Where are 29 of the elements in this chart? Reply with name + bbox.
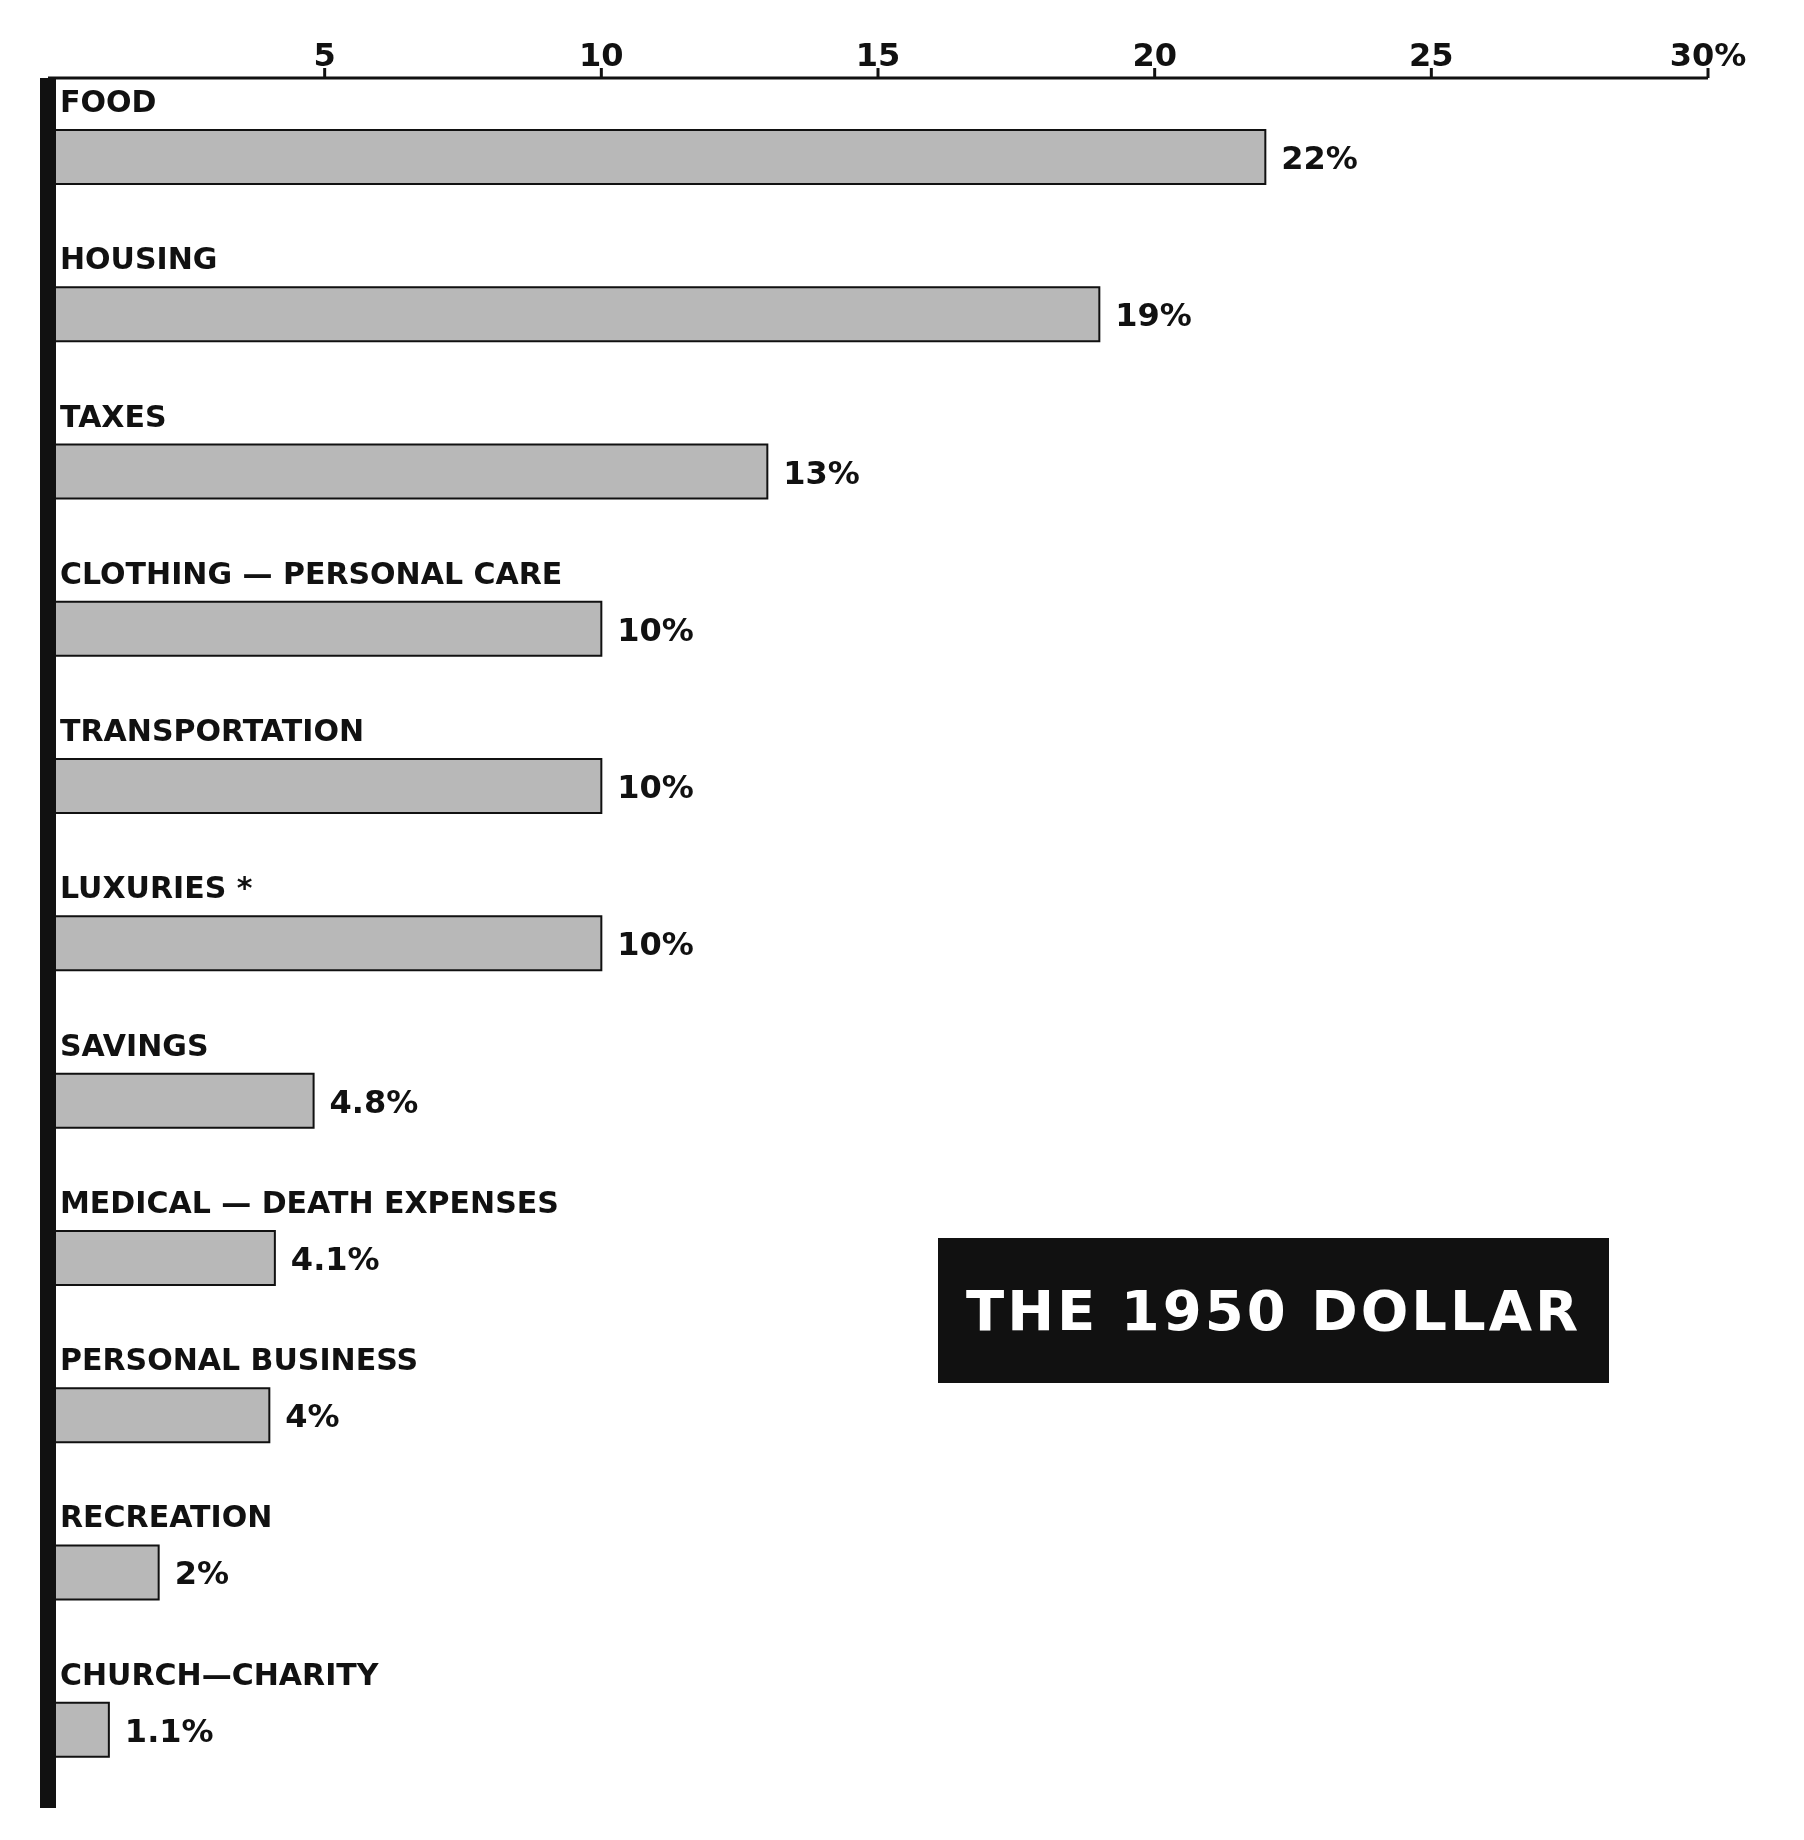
data-label: 10% <box>617 610 694 649</box>
y-tick-label: TAXES <box>60 398 167 434</box>
y-tick-label: MEDICAL — DEATH EXPENSES <box>60 1184 559 1220</box>
data-label: 1.1% <box>124 1711 214 1750</box>
x-tick-label: 30% <box>1669 36 1747 74</box>
data-label: 10% <box>617 768 694 807</box>
data-label: 4.8% <box>329 1082 419 1121</box>
x-tick-label: 15 <box>855 36 901 74</box>
y-tick-label: RECREATION <box>60 1499 273 1535</box>
data-label: 4% <box>285 1397 340 1436</box>
y-tick-label: CLOTHING — PERSONAL CARE <box>60 555 563 591</box>
x-tick-label: 25 <box>1409 36 1454 74</box>
x-tick-label: 5 <box>313 36 336 74</box>
y-tick-label: TRANSPORTATION <box>60 713 364 749</box>
data-label: 2% <box>174 1554 229 1593</box>
data-label: 22% <box>1281 139 1358 177</box>
data-label: 19% <box>1115 296 1192 335</box>
y-tick-label: HOUSING <box>60 241 218 277</box>
data-label: 10% <box>617 925 694 964</box>
y-tick-label: SAVINGS <box>60 1027 209 1063</box>
y-tick-label: FOOD <box>60 84 157 119</box>
x-tick-label: 10 <box>579 36 624 74</box>
y-tick-label: CHURCH—CHARITY <box>60 1656 380 1692</box>
data-label: 4.1% <box>290 1239 380 1278</box>
data-label: 13% <box>783 453 860 492</box>
text: THE 1950 DOLLAR <box>938 1238 1610 1383</box>
y-tick-label: LUXURIES * <box>60 870 253 906</box>
y-tick-label: PERSONAL BUSINESS <box>60 1342 419 1378</box>
x-tick-label: 20 <box>1132 36 1177 74</box>
